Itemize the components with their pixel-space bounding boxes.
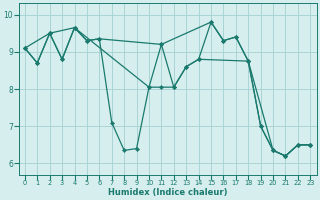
X-axis label: Humidex (Indice chaleur): Humidex (Indice chaleur) bbox=[108, 188, 227, 197]
